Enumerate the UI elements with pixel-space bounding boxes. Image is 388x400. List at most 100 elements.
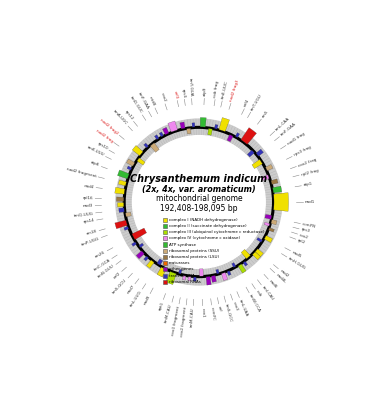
Text: cox1: cox1: [201, 308, 205, 317]
Polygon shape: [144, 143, 149, 148]
Polygon shape: [264, 236, 273, 242]
Text: nad2: nad2: [279, 268, 289, 278]
Polygon shape: [247, 150, 255, 157]
Polygon shape: [136, 251, 144, 259]
Polygon shape: [132, 228, 147, 240]
Text: trnF-GAA: trnF-GAA: [137, 92, 149, 110]
Text: trnA-UGC: trnA-UGC: [112, 109, 128, 126]
Polygon shape: [199, 269, 203, 276]
Bar: [163, 230, 167, 234]
Polygon shape: [262, 175, 269, 180]
Polygon shape: [159, 132, 164, 137]
Polygon shape: [126, 212, 131, 217]
Text: rpl2: rpl2: [297, 238, 306, 245]
Text: other genes: other genes: [169, 267, 193, 271]
Text: trnQ-UUG: trnQ-UUG: [74, 211, 94, 217]
Text: trnN-GUU: trnN-GUU: [97, 264, 116, 279]
Text: ATP synthase: ATP synthase: [169, 242, 196, 246]
Text: rps3: rps3: [300, 228, 310, 234]
Polygon shape: [180, 122, 185, 129]
Text: rpl2 frag: rpl2 frag: [300, 168, 319, 176]
Polygon shape: [227, 134, 233, 142]
Polygon shape: [232, 263, 236, 268]
Text: nad2 fragment: nad2 fragment: [66, 167, 97, 178]
Polygon shape: [227, 271, 231, 276]
Text: cox2: cox2: [159, 92, 166, 103]
Text: complex III (ubiquinol cytochrome c reductase): complex III (ubiquinol cytochrome c redu…: [169, 230, 264, 234]
Text: rps12: rps12: [123, 110, 134, 121]
Bar: [163, 224, 167, 228]
Text: orf3: orf3: [173, 90, 179, 99]
Bar: [163, 261, 167, 265]
Text: ribosomal proteins (SSU): ribosomal proteins (SSU): [169, 249, 219, 253]
Text: atp6: atp6: [90, 161, 100, 168]
Polygon shape: [235, 133, 240, 138]
Polygon shape: [241, 128, 256, 144]
Polygon shape: [188, 276, 191, 281]
Text: trnW-CCA: trnW-CCA: [248, 294, 262, 313]
Text: rps3 frag: rps3 frag: [293, 146, 312, 158]
Polygon shape: [243, 261, 248, 266]
Polygon shape: [187, 128, 191, 134]
Polygon shape: [115, 187, 125, 194]
Text: rrn5: rrn5: [261, 110, 269, 119]
Text: nad7: nad7: [126, 284, 135, 295]
Text: cob frag: cob frag: [213, 80, 220, 98]
Text: transfer RNAs: transfer RNAs: [169, 274, 197, 278]
Polygon shape: [208, 128, 212, 135]
Polygon shape: [253, 252, 261, 260]
Text: trnL-UAA: trnL-UAA: [238, 298, 249, 317]
Text: trnH-GUG: trnH-GUG: [288, 256, 307, 270]
Text: nad4: nad4: [84, 184, 94, 189]
Text: cox2 fragment: cox2 fragment: [180, 307, 188, 337]
Bar: [163, 218, 167, 222]
Polygon shape: [193, 277, 196, 281]
Text: cob: cob: [255, 290, 262, 298]
Polygon shape: [118, 170, 129, 179]
Text: ccmFN: ccmFN: [302, 222, 316, 229]
Bar: [163, 267, 167, 272]
Bar: [163, 236, 167, 240]
Text: cox1 fragment: cox1 fragment: [171, 306, 181, 336]
Text: trnY-GUA: trnY-GUA: [188, 78, 194, 97]
Polygon shape: [157, 267, 166, 277]
Polygon shape: [255, 249, 263, 257]
Polygon shape: [178, 269, 182, 274]
Text: mitochondrial genome: mitochondrial genome: [156, 194, 242, 203]
Text: nad5: nad5: [291, 250, 302, 258]
Polygon shape: [182, 276, 186, 280]
Polygon shape: [126, 159, 135, 166]
Polygon shape: [257, 238, 262, 242]
Bar: [163, 242, 167, 246]
Polygon shape: [146, 260, 154, 268]
Circle shape: [132, 136, 265, 268]
Text: nad6: nad6: [268, 279, 278, 290]
Text: nad1: nad1: [305, 200, 315, 204]
Text: cox2 frag: cox2 frag: [298, 157, 317, 168]
Text: ribosomal RNAs: ribosomal RNAs: [169, 280, 201, 284]
Text: orf4: orf4: [243, 99, 251, 108]
Polygon shape: [271, 179, 278, 184]
Polygon shape: [256, 149, 263, 156]
Text: cox2: cox2: [299, 233, 309, 240]
Polygon shape: [206, 276, 211, 285]
Bar: [163, 249, 167, 253]
Polygon shape: [265, 164, 273, 171]
Text: maturases: maturases: [169, 261, 190, 265]
Polygon shape: [219, 118, 230, 132]
Text: rrn18: rrn18: [86, 229, 98, 236]
Polygon shape: [271, 220, 277, 225]
Polygon shape: [265, 214, 272, 219]
Polygon shape: [154, 135, 159, 140]
Text: trnC-GCA: trnC-GCA: [93, 258, 111, 272]
Polygon shape: [192, 123, 195, 127]
Text: (2x, 4x, var. aromaticum): (2x, 4x, var. aromaticum): [142, 185, 256, 194]
Text: trnI-CAU: trnI-CAU: [261, 285, 274, 302]
Text: trnD-GUC: trnD-GUC: [129, 96, 143, 114]
Text: nad2 frag: nad2 frag: [95, 128, 113, 143]
Polygon shape: [200, 118, 206, 127]
Text: nad3: nad3: [83, 204, 93, 208]
Text: trnK-UUU: trnK-UUU: [86, 146, 105, 158]
Text: trnF-GAA: trnF-GAA: [280, 122, 297, 137]
Polygon shape: [137, 158, 145, 165]
